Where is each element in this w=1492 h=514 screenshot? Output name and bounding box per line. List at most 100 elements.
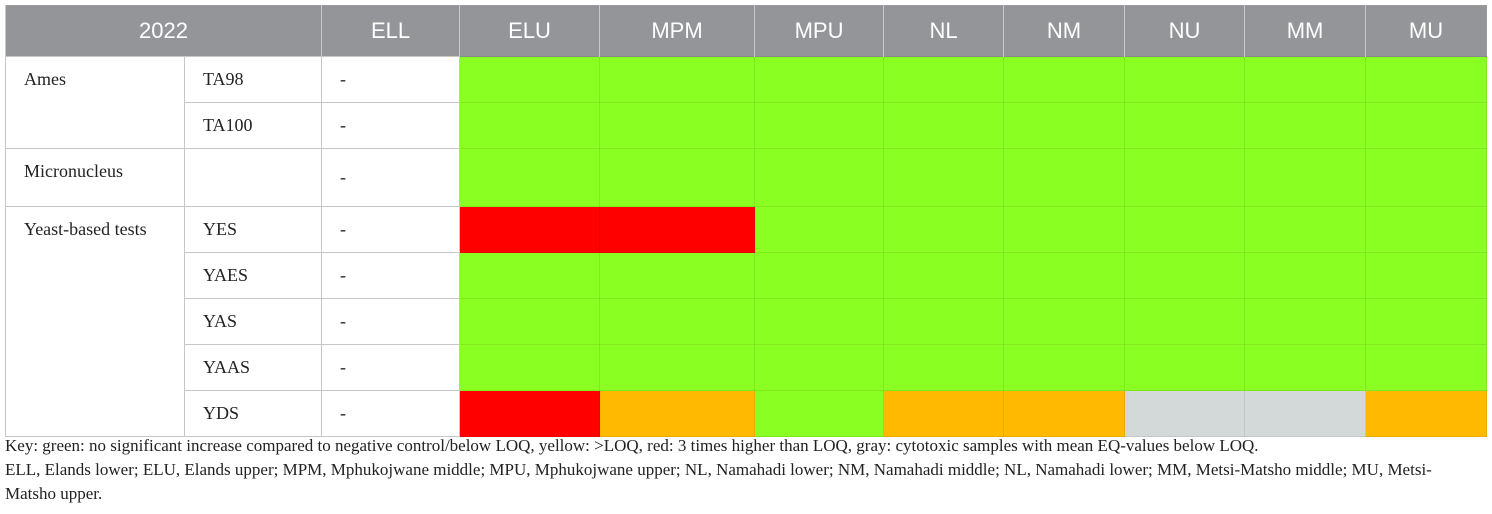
status-cell [1124,148,1246,207]
status-cell [883,298,1005,345]
status-cell [599,390,756,437]
status-cell [599,102,756,149]
test-label: TA98 [183,56,323,103]
results-table: 2022 ELL ELU MPM MPU NL NM NU MM MU Ames TA98- TA1… [4,5,1488,437]
status-cell [1365,344,1488,391]
status-cell [599,252,756,299]
column-header: MPM [599,5,755,57]
ell-cell: - [321,298,461,345]
status-cell [1003,206,1126,253]
status-cell [1365,206,1488,253]
status-cell [599,56,756,103]
status-cell [1003,252,1126,299]
test-label: YDS [183,390,323,437]
status-cell [1124,252,1246,299]
status-cell [1365,56,1488,103]
column-header: MU [1365,5,1487,57]
status-cell [1365,102,1488,149]
status-cell [883,102,1005,149]
status-cell [1003,344,1126,391]
status-cell [1365,298,1488,345]
status-cell [1124,298,1246,345]
status-cell [1244,148,1367,207]
table-row: YAS - [6,298,1488,345]
group-label: Ames [5,56,185,149]
status-cell [754,56,885,103]
column-header: NM [1003,5,1125,57]
ell-cell: - [321,102,461,149]
status-cell [754,344,885,391]
status-cell [1365,252,1488,299]
ell-cell: - [321,344,461,391]
column-header: MM [1244,5,1366,57]
ell-cell: - [321,56,461,103]
footnote: Key: green: no significant increase comp… [5,434,1475,506]
test-label: TA100 [183,102,323,149]
status-cell [599,148,756,207]
status-cell [754,102,885,149]
status-cell [459,206,601,253]
table-row: YAAS - [6,344,1488,391]
status-cell [1244,252,1367,299]
column-header: ELL [321,5,460,57]
table-row: YAES - [6,252,1488,299]
table-body: Ames TA98- TA100- Micronucleus - Yeast-based … [5,56,1488,437]
status-cell [883,344,1005,391]
header-corner: 2022 [4,5,322,57]
status-cell [1365,148,1488,207]
status-cell [1124,206,1246,253]
status-cell [1003,102,1126,149]
status-cell [883,206,1005,253]
status-cell [1244,298,1367,345]
status-cell [459,102,601,149]
status-cell [754,252,885,299]
table-wrap: 2022 ELL ELU MPM MPU NL NM NU MM MU Ames TA98- TA1… [4,5,1488,437]
status-cell [1003,390,1126,437]
status-cell [754,148,885,207]
test-label: YES [183,206,323,253]
status-cell [1244,206,1367,253]
status-cell [1124,102,1246,149]
status-cell [459,298,601,345]
table-row: TA100- [6,102,1488,149]
status-cell [1003,298,1126,345]
status-cell [1003,56,1126,103]
column-header: MPU [754,5,884,57]
table-row: YDS - [6,390,1488,437]
status-cell [1124,56,1246,103]
status-cell [459,252,601,299]
column-header: NL [883,5,1004,57]
status-cell [1244,344,1367,391]
status-cell [459,56,601,103]
group-label: Micronucleus [5,148,185,207]
status-cell [599,344,756,391]
column-header: NU [1124,5,1245,57]
ell-cell: - [321,148,461,207]
header-row: 2022 ELL ELU MPM MPU NL NM NU MM MU [4,5,1487,57]
ell-cell: - [321,206,461,253]
status-cell [599,206,756,253]
status-cell [883,56,1005,103]
ell-cell: - [321,252,461,299]
status-cell [459,148,601,207]
group-label: Yeast-based tests [5,206,185,437]
table-row: Yeast-based tests YES - [5,206,1488,437]
column-header: ELU [459,5,600,57]
test-label: YAES [183,252,323,299]
status-cell [754,206,885,253]
status-cell [754,390,885,437]
status-cell [459,390,601,437]
status-cell [1003,148,1126,207]
status-cell [1365,390,1488,437]
status-cell [1124,390,1246,437]
test-label: YAS [183,298,323,345]
status-cell [1124,344,1246,391]
footnote-abbreviations: ELL, Elands lower; ELU, Elands upper; MP… [5,460,1432,503]
status-cell [754,298,885,345]
status-cell [883,148,1005,207]
test-label: YAAS [183,344,323,391]
footnote-key: Key: green: no significant increase comp… [5,436,1259,455]
table-row: Micronucleus - [5,148,1488,207]
status-cell [883,252,1005,299]
